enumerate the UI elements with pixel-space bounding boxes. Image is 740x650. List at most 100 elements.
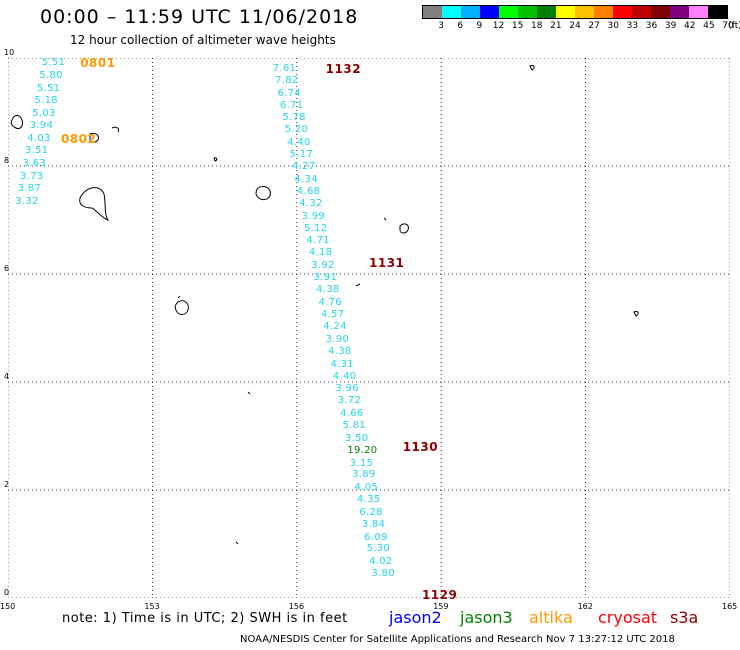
swh-value: 5.18 xyxy=(34,95,58,107)
swh-value: 6.28 xyxy=(359,506,383,518)
island-outline xyxy=(89,133,99,143)
colorbar-swatch xyxy=(537,6,556,18)
colorbar-tick-label: 42 xyxy=(684,21,696,31)
swh-value: 5.30 xyxy=(366,543,391,555)
swh-value: 5.20 xyxy=(284,124,309,136)
colorbar-tick-label: 21 xyxy=(550,21,562,31)
swh-value: 5.80 xyxy=(39,69,63,81)
swh-value: 5.81 xyxy=(342,420,366,432)
swh-value: 3.94 xyxy=(29,120,54,132)
colorbar-tick-label: 12 xyxy=(492,21,505,31)
credit-line: NOAA/NESDIS Center for Satellite Applica… xyxy=(240,634,675,645)
lon-tick-label: 153 xyxy=(144,602,160,611)
swh-value: 4.24 xyxy=(323,321,347,333)
swh-value: 4.38 xyxy=(316,284,340,296)
swh-value: 4.38 xyxy=(328,346,352,358)
pass-time-label: 0802 xyxy=(60,132,97,146)
colorbar-tick-label: 18 xyxy=(531,21,543,31)
swh-value: 5.03 xyxy=(32,107,56,119)
colorbar-swatch xyxy=(670,6,689,18)
map-title: 00:00 – 11:59 UTC 11/06/2018 xyxy=(40,6,359,28)
island-outline xyxy=(255,185,271,201)
colorbar-swatch xyxy=(689,6,708,18)
island-outline xyxy=(111,126,119,133)
colorbar-swatch xyxy=(575,6,594,18)
swh-value: 4.05 xyxy=(354,481,379,493)
pass-time-label: 1131 xyxy=(369,256,405,271)
island-outline xyxy=(399,223,409,234)
map-subtitle: 12 hour collection of altimeter wave hei… xyxy=(70,33,336,47)
pass-time-label: 1130 xyxy=(402,439,439,454)
swh-value: 3.80 xyxy=(371,568,395,580)
lat-tick-label: 0 xyxy=(4,588,10,597)
island-outline xyxy=(213,157,218,162)
colorbar-swatch xyxy=(708,6,727,18)
legend-item-jason2: jason2 xyxy=(389,608,442,627)
swh-value: 3.96 xyxy=(335,383,359,395)
swh-value: 7.82 xyxy=(275,75,299,87)
swh-value: 3.87 xyxy=(17,183,42,195)
swh-value: 5.17 xyxy=(289,148,314,160)
swh-value: 4.40 xyxy=(287,136,311,148)
colorbar-tick-label: 36 xyxy=(645,21,658,31)
swh-colorbar xyxy=(422,5,728,19)
legend-item-s3a: s3a xyxy=(670,608,699,627)
legend-item-cryosat: cryosat xyxy=(598,608,658,627)
swh-value: 19.20 xyxy=(347,445,378,457)
colorbar-tick-label: 15 xyxy=(511,21,524,31)
lat-lon-grid xyxy=(8,58,730,598)
swh-value: 3.99 xyxy=(301,210,326,222)
swh-value: 5.78 xyxy=(282,111,306,123)
lon-tick-label: 159 xyxy=(433,602,449,611)
swh-value: 3.89 xyxy=(352,469,376,481)
map-plot-area xyxy=(8,58,730,598)
lat-tick-label: 2 xyxy=(4,480,10,489)
lat-tick-label: 10 xyxy=(4,48,15,57)
swh-value: 4.68 xyxy=(296,185,321,197)
colorbar-swatch xyxy=(461,6,480,18)
island-outline xyxy=(247,391,251,395)
swh-value: 3.51 xyxy=(24,145,49,157)
colorbar-tick-label: 45 xyxy=(703,21,715,31)
colorbar-swatch xyxy=(423,6,442,18)
colorbar-swatch xyxy=(613,6,632,18)
swh-value: 3.73 xyxy=(20,170,44,182)
swh-value: 5.12 xyxy=(304,222,328,234)
swh-value: 3.92 xyxy=(311,259,335,271)
swh-value: 4.03 xyxy=(27,133,51,144)
colorbar-swatch xyxy=(632,6,651,18)
lon-tick-label: 150 xyxy=(0,602,16,611)
legend-item-jason3: jason3 xyxy=(460,608,513,627)
swh-value: 6.09 xyxy=(364,531,388,543)
swh-value: 4.18 xyxy=(308,247,333,259)
colorbar-tick-label: 6 xyxy=(457,21,464,31)
island-outline xyxy=(235,541,239,545)
lon-tick-label: 162 xyxy=(577,602,593,611)
swh-value: 3.72 xyxy=(337,395,362,407)
swh-value: 7.61 xyxy=(272,62,297,74)
colorbar-swatch xyxy=(651,6,670,18)
island-outline xyxy=(355,283,361,287)
island-outline xyxy=(633,311,639,317)
colorbar-tick-label: 3 xyxy=(438,21,444,31)
colorbar-tick-label: 70 xyxy=(722,21,734,31)
lat-tick-label: 4 xyxy=(4,372,10,381)
swh-value: 4.57 xyxy=(320,309,345,321)
colorbar-tick-label: 30 xyxy=(607,21,619,31)
island-outline xyxy=(177,295,181,299)
swh-value: 5.51 xyxy=(41,57,66,69)
swh-value: 4.35 xyxy=(356,494,381,506)
colorbar-swatch xyxy=(556,6,575,18)
colorbar-swatch xyxy=(518,6,537,18)
colorbar-tick-label: 39 xyxy=(664,21,677,31)
swh-value: 4.31 xyxy=(330,358,354,370)
island-outline xyxy=(174,300,189,315)
swh-value: 3.91 xyxy=(313,272,338,284)
colorbar-swatch xyxy=(442,6,461,18)
swh-value: 6.71 xyxy=(279,99,304,111)
swh-value: 4.40 xyxy=(332,370,357,382)
swh-value: 5.51 xyxy=(36,82,61,94)
colorbar-swatch xyxy=(499,6,518,18)
